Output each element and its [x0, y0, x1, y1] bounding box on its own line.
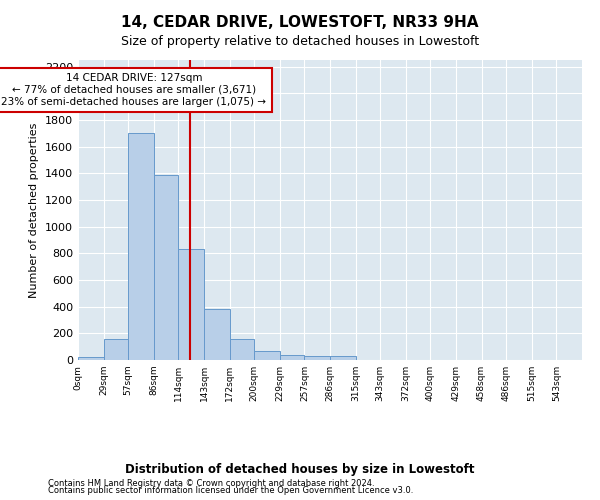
Bar [178, 248, 204, 360]
Bar [154, 174, 178, 360]
Bar [104, 340, 128, 360]
Bar [330, 356, 356, 360]
Text: Distribution of detached houses by size in Lowestoft: Distribution of detached houses by size … [125, 464, 475, 476]
Bar [128, 134, 154, 360]
Text: 14 CEDAR DRIVE: 127sqm
← 77% of detached houses are smaller (3,671)
23% of semi-: 14 CEDAR DRIVE: 127sqm ← 77% of detached… [1, 74, 266, 106]
Bar [304, 356, 330, 360]
Bar [254, 352, 280, 360]
Bar [280, 355, 304, 360]
Text: 14, CEDAR DRIVE, LOWESTOFT, NR33 9HA: 14, CEDAR DRIVE, LOWESTOFT, NR33 9HA [121, 15, 479, 30]
Y-axis label: Number of detached properties: Number of detached properties [29, 122, 40, 298]
Bar [78, 358, 104, 360]
Bar [230, 338, 254, 360]
Text: Contains public sector information licensed under the Open Government Licence v3: Contains public sector information licen… [48, 486, 413, 495]
Text: Size of property relative to detached houses in Lowestoft: Size of property relative to detached ho… [121, 35, 479, 48]
Bar [204, 310, 230, 360]
Text: Contains HM Land Registry data © Crown copyright and database right 2024.: Contains HM Land Registry data © Crown c… [48, 478, 374, 488]
